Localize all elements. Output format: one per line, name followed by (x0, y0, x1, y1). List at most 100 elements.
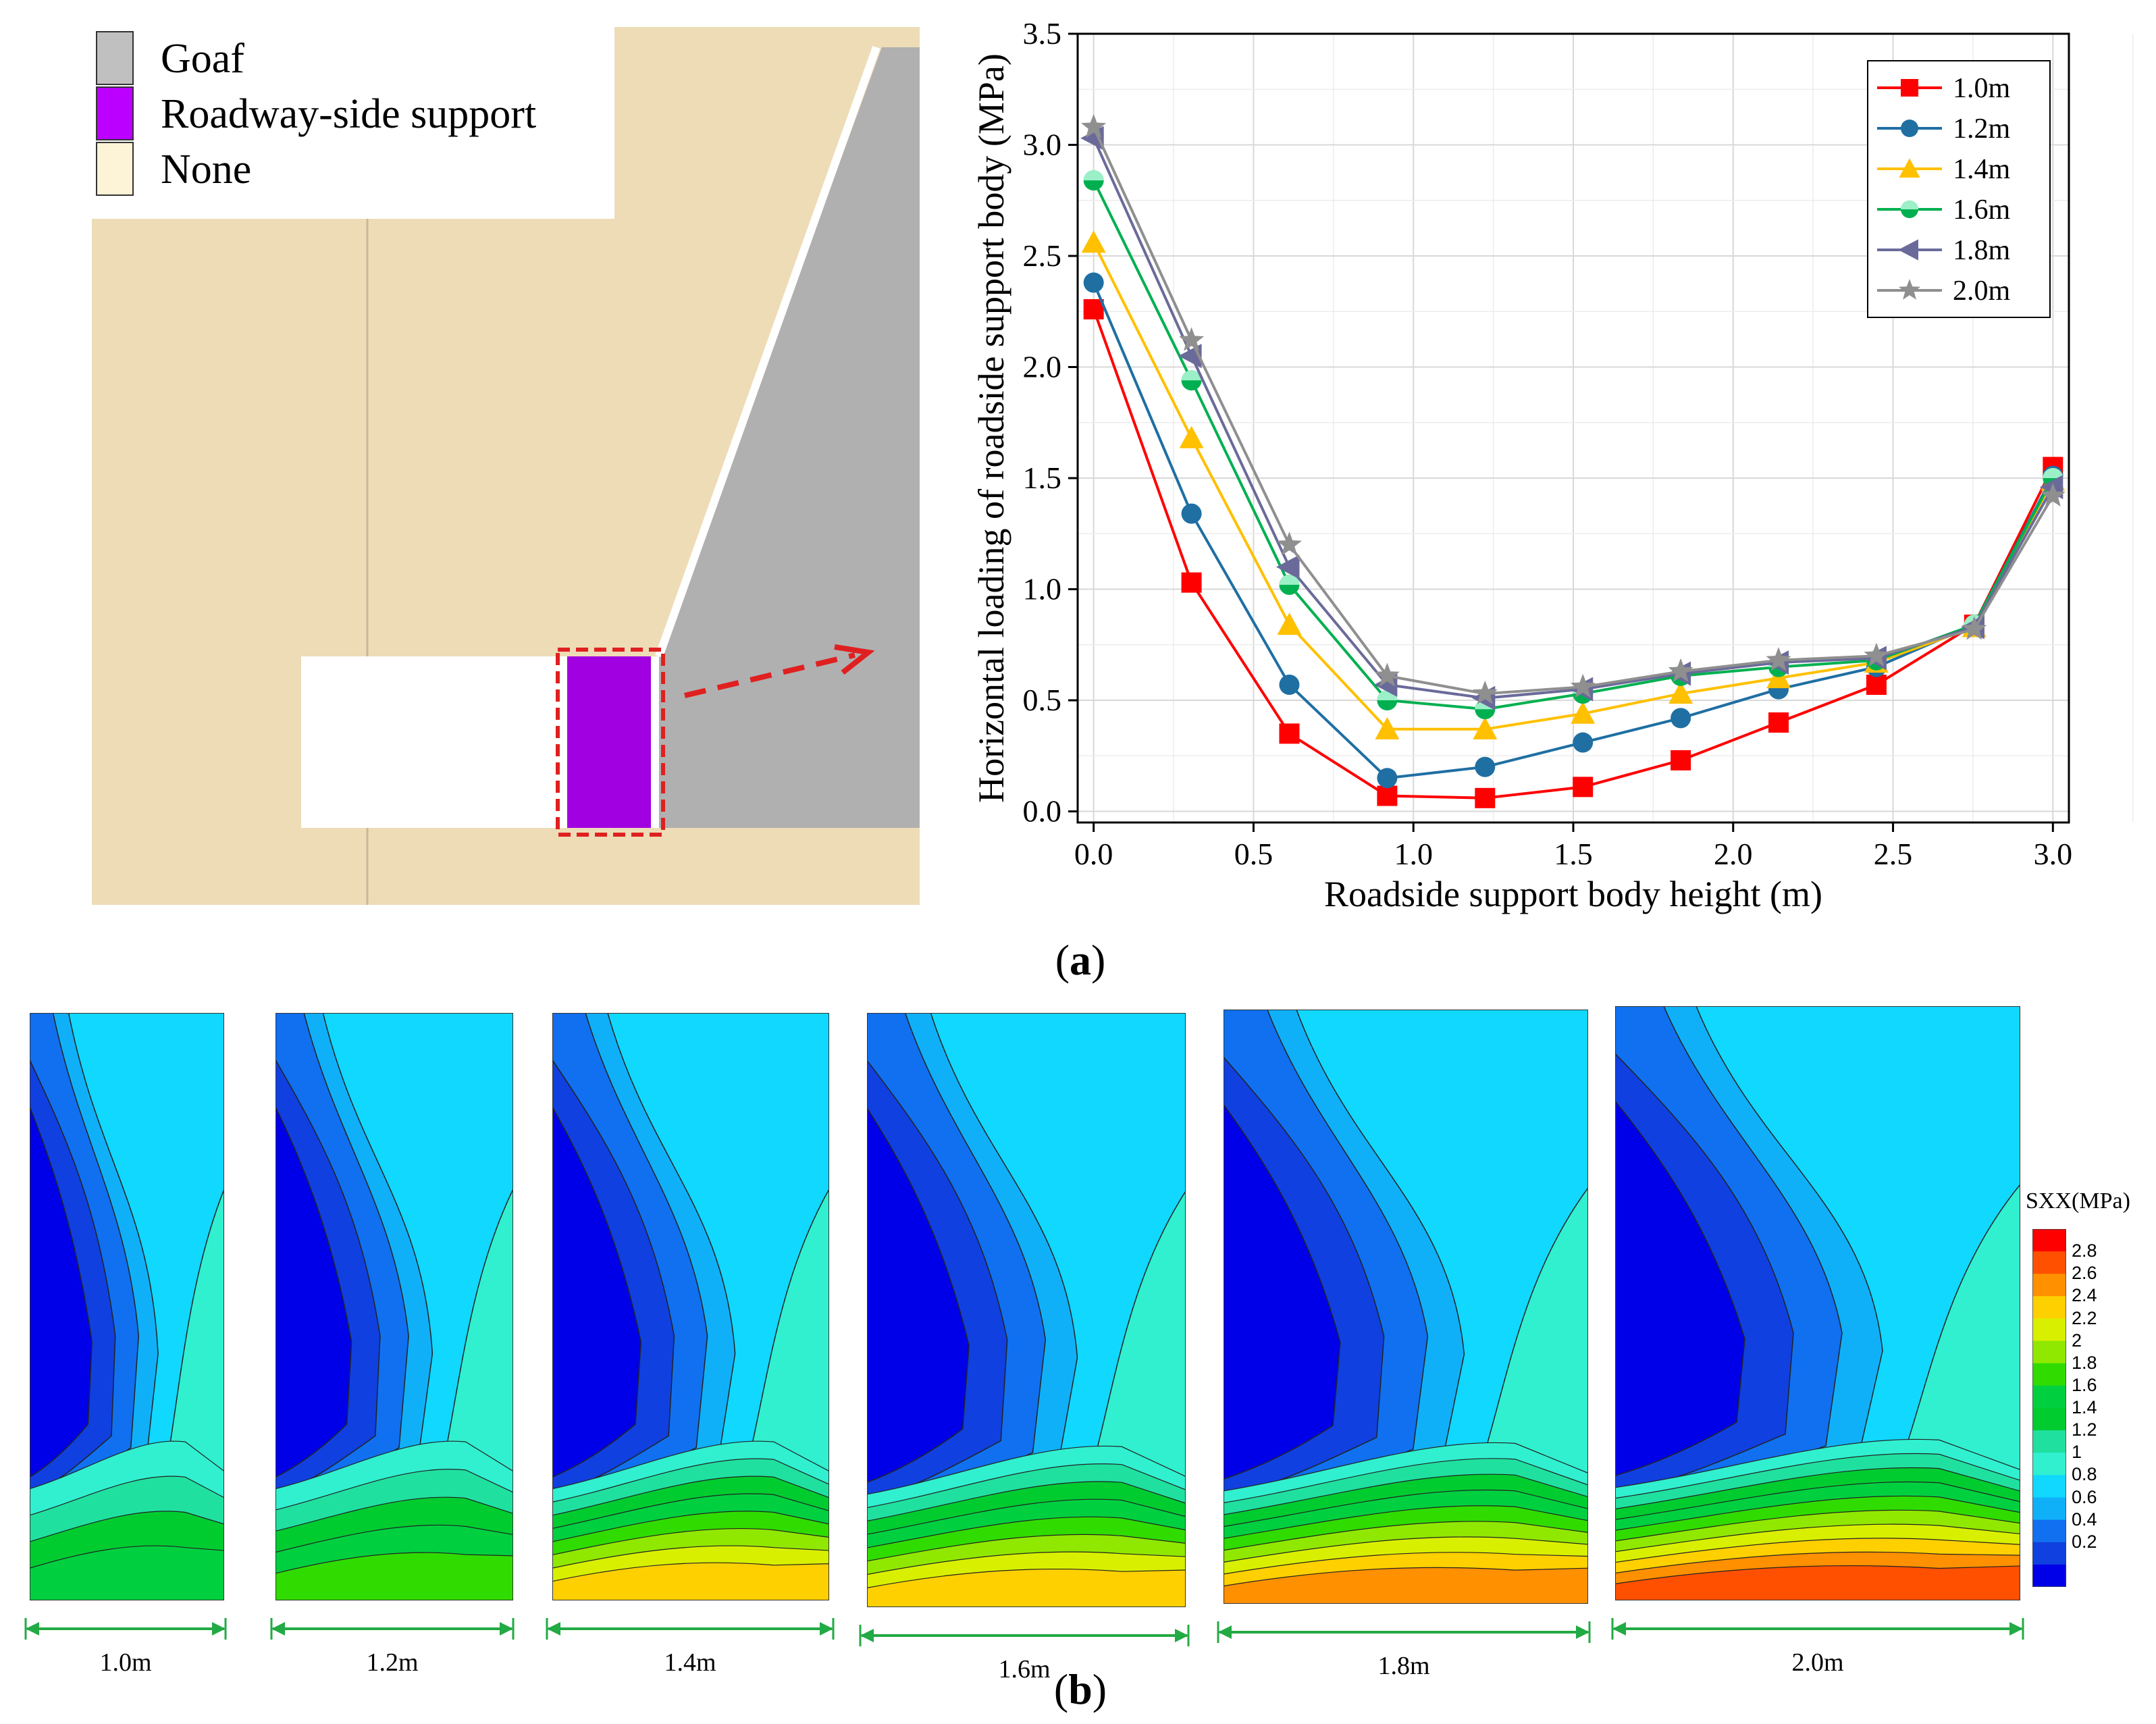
goaf-boundary (655, 45, 880, 658)
contour-panels: 1.0m 1.2m 1.4m 1.6m 1.8m 2.0m (0, 979, 2156, 1683)
colorbar: SXX(MPa) 2.8 2.6 2.4 2.2 2 1.8 1.6 1.4 1.2 1 0.8 0.… (2026, 1188, 2154, 1607)
point-2.0m-3 (1374, 662, 1400, 687)
colorbar-segment-3 (2032, 1296, 2066, 1319)
legend-label-1.8m: 1.8m (1953, 235, 2011, 266)
colorbar-scale (2032, 1229, 2066, 1587)
schematic-panel: Goaf Roadway-side support None (92, 27, 920, 905)
colorbar-segment-11 (2032, 1475, 2066, 1498)
point-1.2m-6 (1671, 708, 1691, 729)
schematic-legend: Goaf Roadway-side support None (92, 27, 614, 219)
dimension-label: 1.2m (366, 1648, 419, 1677)
legend-marker-1.6m (1901, 201, 1918, 218)
colorbar-tick-label: 1.2 (2072, 1419, 2097, 1440)
pointer-arrow (684, 652, 856, 698)
y-axis-title: Horizontal loading of roadside support b… (971, 53, 1011, 803)
point-2.0m-4 (1472, 680, 1498, 704)
chart-legend-box (1867, 60, 2051, 318)
point-1.2m-2 (1279, 675, 1300, 696)
x-axis-title: Roadside support body height (m) (1324, 874, 1822, 914)
panel-b-label: (b) (1053, 1665, 1107, 1713)
dimension-arrow-right (2009, 1622, 2023, 1636)
panel-a-letter: a (1070, 936, 1091, 984)
point-2.0m-7 (1766, 647, 1791, 671)
point-1.6m-10-top (2043, 468, 2063, 479)
y-tick-label-6: 3.0 (1023, 128, 1062, 162)
dimension-arrow-left (547, 1622, 560, 1636)
x-tick-label-2: 1.0 (1394, 837, 1433, 871)
point-1.4m-5 (1571, 701, 1596, 724)
dimension-line (270, 1618, 515, 1640)
legend-marker-1.4m (1899, 158, 1920, 178)
contour-band-high-4 (275, 1552, 514, 1601)
colorbar-segment-7 (2032, 1385, 2066, 1409)
x-tick-label-1: 0.5 (1234, 837, 1273, 871)
point-1.6m-1 (1181, 370, 1202, 391)
legend-marker-1.6m-top (1901, 201, 1918, 209)
support-swatch (96, 86, 134, 140)
contour-band-low-0 (29, 1106, 93, 1478)
dimension-arrow-left (271, 1622, 285, 1636)
legend-marker-2.0m (1898, 279, 1921, 300)
legend-label-1.0m: 1.0m (1953, 73, 2011, 104)
contour-band-low-0 (1614, 1099, 1745, 1477)
legend-marker-1.8m (1898, 239, 1918, 261)
dimension-line (546, 1618, 835, 1640)
dimension-arrow-right (1175, 1629, 1188, 1642)
point-1.0m-1 (1181, 572, 1202, 593)
point-1.6m-2 (1279, 574, 1300, 595)
legend-label-1.2m: 1.2m (1953, 113, 2011, 145)
legend-support-label: Roadway-side support (161, 91, 537, 137)
point-2.0m-0 (1081, 113, 1107, 138)
goaf-region (650, 47, 920, 828)
point-1.4m-0 (1081, 230, 1106, 253)
colorbar-segment-13 (2032, 1519, 2066, 1543)
dimension-line (1611, 1618, 2024, 1640)
colorbar-tick-label: 1.4 (2072, 1397, 2097, 1417)
legend-none-label: None (161, 147, 252, 192)
contour-panel (1614, 1005, 2021, 1601)
point-2.0m-10 (2040, 482, 2066, 507)
point-1.0m-8 (1866, 675, 1887, 696)
dimension-arrow-left (1612, 1622, 1626, 1636)
contour-panel (552, 1012, 830, 1601)
y-tick-label-7: 3.5 (1023, 16, 1062, 51)
colorbar-segment-9 (2032, 1430, 2066, 1453)
contour-band-low-0 (1223, 1103, 1341, 1480)
y-tick-label-0: 0.0 (1023, 794, 1062, 829)
colorbar-tick-label: 1.6 (2072, 1374, 2097, 1395)
point-1.2m-1 (1181, 503, 1202, 524)
point-1.2m-3 (1377, 768, 1398, 789)
colorbar-tick-label: 2.2 (2072, 1307, 2097, 1328)
panel-a-label: (a) (1055, 936, 1106, 984)
contour-band-high-8 (1223, 1567, 1589, 1604)
contour-map (866, 1012, 1186, 1608)
point-1.4m-3 (1375, 716, 1400, 739)
dimension-arrow-left (860, 1629, 874, 1642)
dimension-label: 1.0m (99, 1648, 152, 1677)
dimension-line (1217, 1621, 1591, 1643)
dimension-line (24, 1618, 227, 1640)
point-1.0m-2 (1279, 723, 1300, 744)
colorbar-tick-label: 2 (2072, 1330, 2082, 1351)
y-tick-label-5: 2.5 (1023, 238, 1062, 273)
point-1.0m-6 (1671, 750, 1691, 770)
point-2.0m-2 (1276, 531, 1302, 556)
contour-map (1614, 1005, 2021, 1601)
point-1.0m-0 (1083, 298, 1104, 319)
point-2.0m-5 (1570, 673, 1596, 698)
point-1.6m-0 (1083, 170, 1104, 191)
dimension-label: 1.8m (1377, 1652, 1430, 1680)
dimension-arrow-right (820, 1622, 833, 1636)
panel-b-letter: b (1068, 1665, 1093, 1713)
x-tick-label-4: 2.0 (1714, 837, 1753, 871)
contour-map (1223, 1009, 1589, 1604)
series-2.0m (1081, 113, 2066, 704)
contour-band-high-3 (29, 1545, 225, 1601)
dimension-arrow-left (26, 1622, 39, 1636)
x-tick-label-0: 0.0 (1074, 837, 1113, 871)
contour-band-high-9 (1614, 1565, 2021, 1601)
colorbar-segment-14 (2032, 1542, 2066, 1565)
dimension-label: 1.4m (664, 1648, 716, 1677)
colorbar-segment-2 (2032, 1274, 2066, 1297)
colorbar-tick-label: 0.6 (2072, 1486, 2097, 1507)
